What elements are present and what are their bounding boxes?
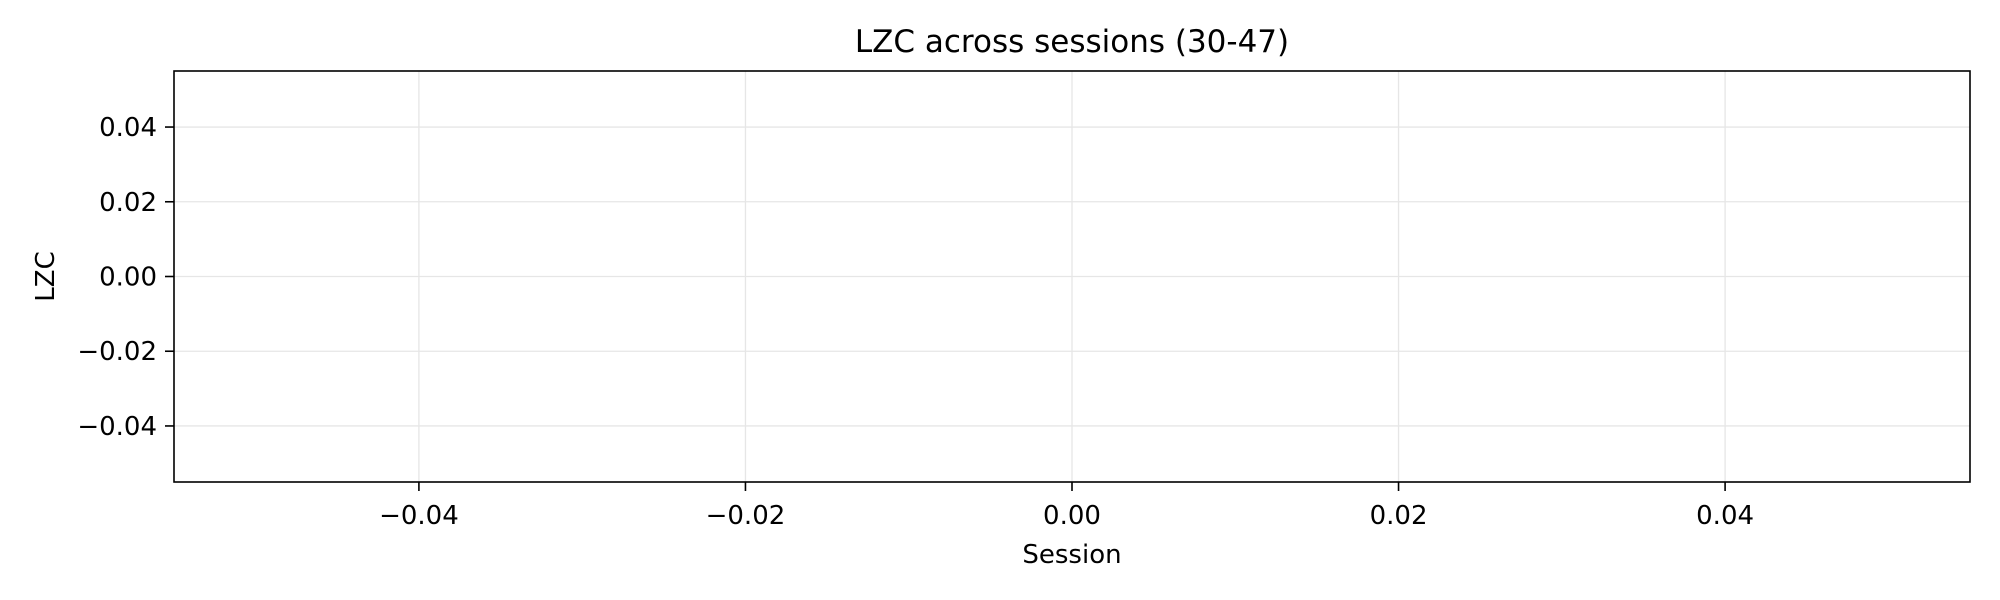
y-tick-label: −0.04 xyxy=(77,412,157,442)
y-tick-label: 0.00 xyxy=(99,263,157,293)
chart-title: LZC across sessions (30-47) xyxy=(855,24,1289,60)
x-tick-label: 0.02 xyxy=(1370,501,1428,531)
x-tick-label: 0.00 xyxy=(1043,501,1101,531)
x-tick-label: −0.02 xyxy=(706,501,786,531)
y-tick-label: 0.02 xyxy=(99,188,157,218)
x-tick-label: −0.04 xyxy=(379,501,459,531)
y-tick-label: 0.04 xyxy=(99,113,157,143)
y-axis-ticks: −0.04 −0.02 0.00 0.02 0.04 xyxy=(77,113,174,442)
y-axis-title: LZC xyxy=(31,251,61,301)
x-axis-ticks: −0.04 −0.02 0.00 0.02 0.04 xyxy=(379,482,1754,531)
x-axis-title: Session xyxy=(1022,540,1121,570)
x-tick-label: 0.04 xyxy=(1696,501,1754,531)
y-tick-label: −0.02 xyxy=(77,337,157,367)
grid xyxy=(174,71,1970,482)
